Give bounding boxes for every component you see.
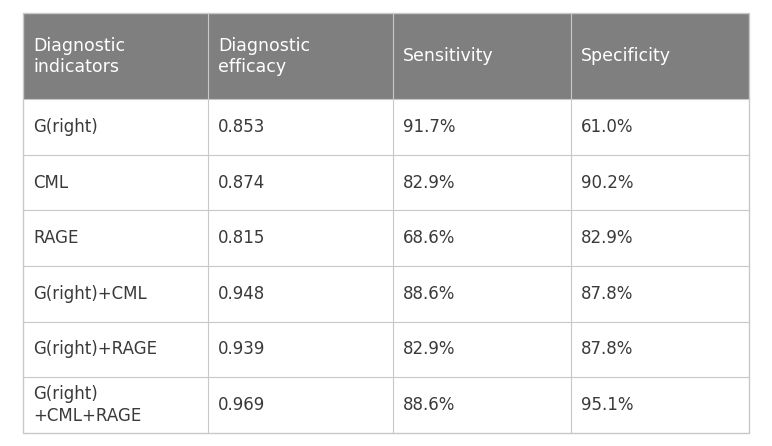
- Bar: [23, 322, 749, 377]
- Text: G(right): G(right): [33, 118, 98, 136]
- Text: 88.6%: 88.6%: [403, 396, 455, 414]
- Bar: [23, 377, 749, 433]
- Text: 0.939: 0.939: [218, 340, 266, 358]
- Text: Diagnostic
efficacy: Diagnostic efficacy: [218, 37, 310, 76]
- Bar: [23, 211, 749, 266]
- Text: 82.9%: 82.9%: [581, 229, 634, 247]
- Text: 0.874: 0.874: [218, 173, 266, 192]
- Text: G(right)
+CML+RAGE: G(right) +CML+RAGE: [33, 385, 141, 425]
- Bar: [23, 266, 749, 322]
- Text: 82.9%: 82.9%: [403, 173, 455, 192]
- Bar: [23, 13, 749, 99]
- Text: 95.1%: 95.1%: [581, 396, 634, 414]
- Text: Sensitivity: Sensitivity: [403, 47, 494, 66]
- Text: 87.8%: 87.8%: [581, 340, 634, 358]
- Text: Specificity: Specificity: [581, 47, 671, 66]
- Text: 0.969: 0.969: [218, 396, 266, 414]
- Bar: [23, 155, 749, 211]
- Text: 0.948: 0.948: [218, 285, 266, 303]
- Text: 88.6%: 88.6%: [403, 285, 455, 303]
- Text: 82.9%: 82.9%: [403, 340, 455, 358]
- Text: 0.853: 0.853: [218, 118, 266, 136]
- Text: 90.2%: 90.2%: [581, 173, 634, 192]
- Text: CML: CML: [33, 173, 68, 192]
- Text: 87.8%: 87.8%: [581, 285, 634, 303]
- Text: RAGE: RAGE: [33, 229, 79, 247]
- Text: G(right)+CML: G(right)+CML: [33, 285, 147, 303]
- Text: G(right)+RAGE: G(right)+RAGE: [33, 340, 157, 358]
- Text: Diagnostic
indicators: Diagnostic indicators: [33, 37, 125, 76]
- Text: 0.815: 0.815: [218, 229, 266, 247]
- Bar: [23, 99, 749, 155]
- Text: 68.6%: 68.6%: [403, 229, 455, 247]
- Text: 91.7%: 91.7%: [403, 118, 455, 136]
- Text: 61.0%: 61.0%: [581, 118, 634, 136]
